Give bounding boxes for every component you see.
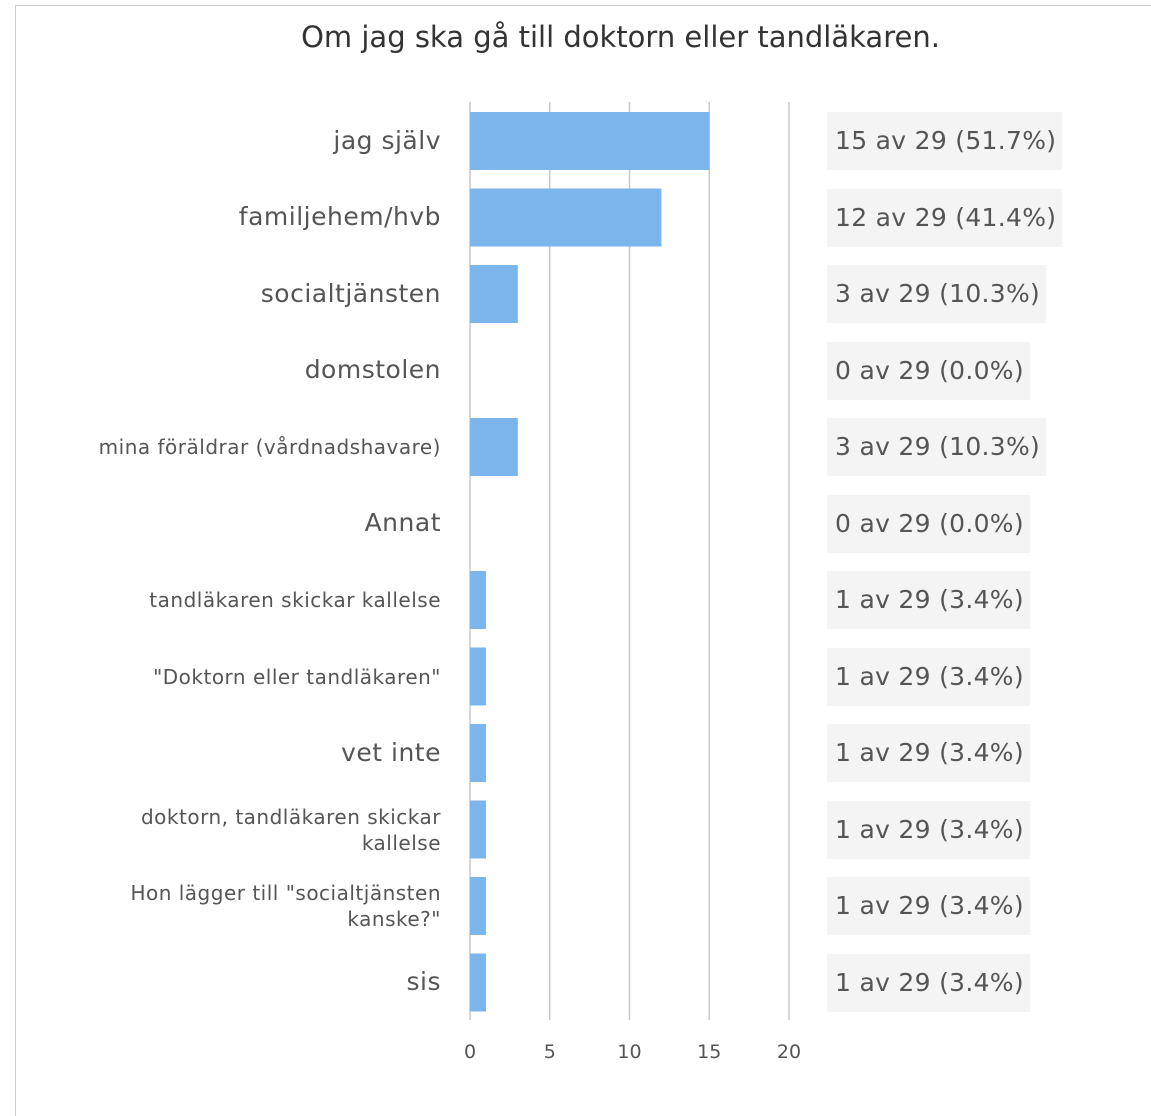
value-label: 1 av 29 (3.4%) — [827, 571, 1030, 629]
value-label: 0 av 29 (0.0%) — [827, 341, 1030, 400]
bar — [470, 800, 486, 859]
x-tick-label: 0 — [464, 1041, 476, 1063]
category-label: mina föräldrar (vårdnadshavare) — [98, 435, 441, 459]
category-label: jag själv — [333, 125, 441, 155]
category-label: sis — [406, 967, 441, 997]
bar — [470, 112, 710, 170]
bar — [470, 571, 486, 629]
frame — [15, 5, 1151, 1116]
chart-title: Om jag ska gå till doktorn eller tandläk… — [301, 20, 940, 54]
category-label: "Doktorn eller tandläkaren" — [153, 664, 441, 689]
value-label: 0 av 29 (0.0%) — [827, 494, 1030, 553]
value-label: 1 av 29 (3.4%) — [827, 877, 1030, 935]
bar — [470, 418, 518, 476]
bar — [470, 265, 518, 323]
value-label: 1 av 29 (3.4%) — [827, 724, 1030, 782]
category-label: socialtjänsten — [260, 278, 441, 308]
value-label: 1 av 29 (3.4%) — [827, 953, 1030, 1012]
bar — [470, 953, 486, 1012]
bar — [470, 877, 486, 935]
value-label: 1 av 29 (3.4%) — [827, 800, 1030, 859]
bar — [470, 647, 486, 706]
category-label: Hon lägger till "socialtjänsten kanske?" — [130, 881, 441, 931]
category-label: vet inte — [341, 737, 441, 767]
bar — [470, 188, 662, 247]
value-label: 12 av 29 (41.4%) — [827, 188, 1063, 247]
x-tick-label: 20 — [777, 1041, 801, 1063]
category-label: familjehem/hvb — [238, 202, 441, 232]
value-label: 1 av 29 (3.4%) — [827, 647, 1030, 706]
category-label: doktorn, tandläkaren skickar kallelse — [140, 804, 441, 855]
x-tick-label: 15 — [697, 1041, 721, 1063]
category-label: Annat — [364, 508, 441, 538]
bar — [470, 724, 486, 782]
value-label: 3 av 29 (10.3%) — [827, 418, 1047, 476]
x-tick-label: 10 — [617, 1041, 641, 1063]
x-tick-label: 5 — [544, 1041, 556, 1063]
value-label: 3 av 29 (10.3%) — [827, 265, 1047, 323]
value-label: 15 av 29 (51.7%) — [827, 112, 1063, 170]
category-label: domstolen — [304, 355, 441, 385]
category-label: tandläkaren skickar kallelse — [149, 588, 441, 612]
